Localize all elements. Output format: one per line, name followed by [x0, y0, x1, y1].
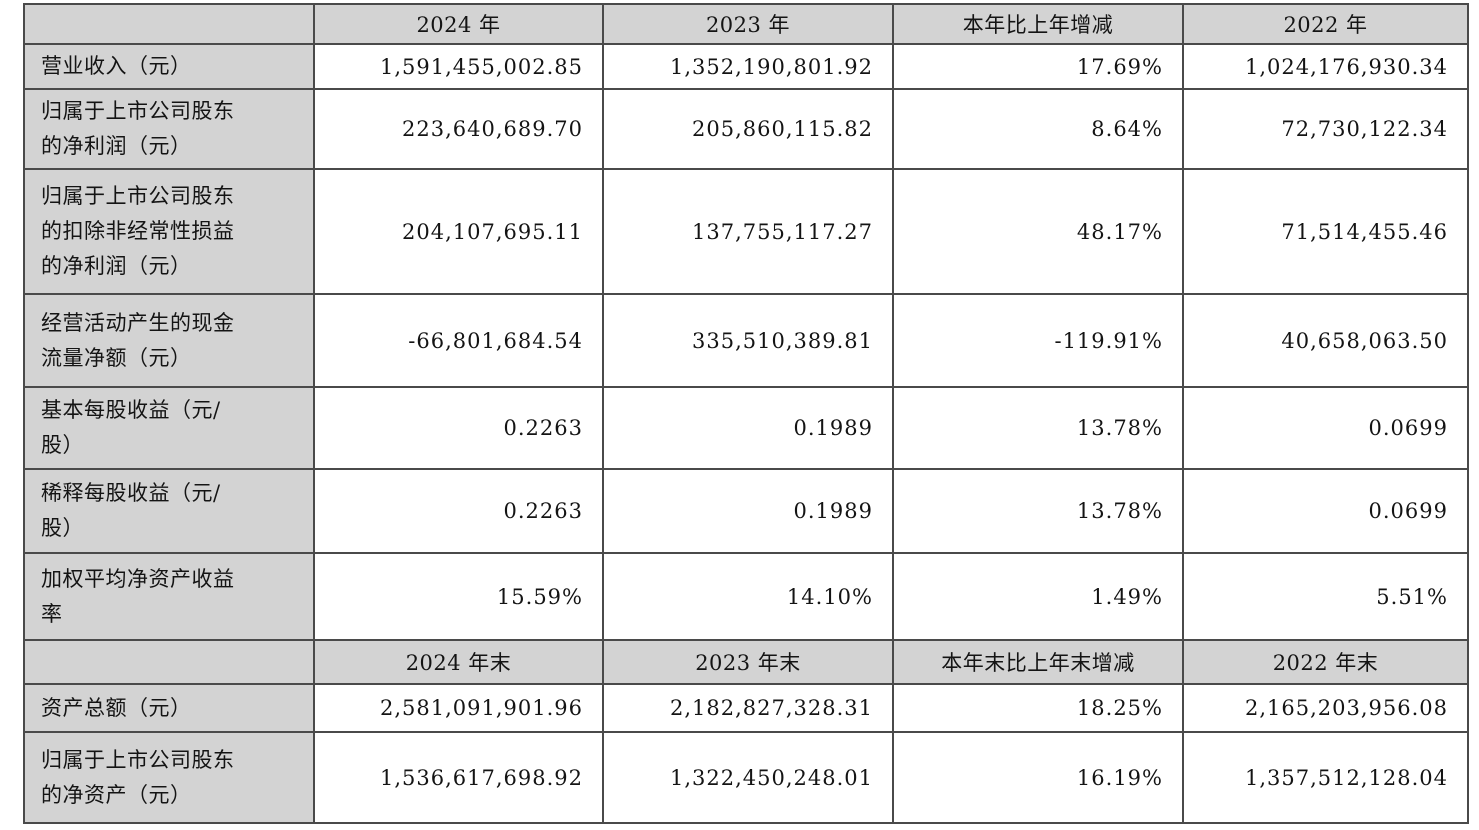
value-2022-cell: 1,024,176,930.34: [1182, 43, 1469, 90]
metric-label-cell: 经营活动产生的现金 流量净额（元）: [23, 293, 315, 388]
metric-row-diluted-eps: 稀释每股收益（元/ 股） 0.2263 0.1989 13.78% 0.0699: [23, 468, 1469, 554]
value-2024-cell: 15.59%: [313, 552, 604, 641]
annual-header-row: 2024 年 2023 年 本年比上年增减 2022 年: [23, 3, 1469, 45]
metric-row-net-profit: 归属于上市公司股东 的净利润（元） 223,640,689.70 205,860…: [23, 88, 1469, 170]
metric-row-operating-cash-flow: 经营活动产生的现金 流量净额（元） -66,801,684.54 335,510…: [23, 293, 1469, 388]
value-2023-cell: 0.1989: [602, 468, 894, 554]
value-2022-cell: 0.0699: [1182, 468, 1469, 554]
value-2024-cell: 204,107,695.11: [313, 168, 604, 295]
value-2024-cell: 2,581,091,901.96: [313, 683, 604, 733]
financial-indicators-table: 2024 年 2023 年 本年比上年增减 2022 年 营业收入（元） 1,5…: [23, 3, 1469, 824]
annual-header-change: 本年比上年增减: [892, 3, 1184, 45]
value-2022-cell: 0.0699: [1182, 386, 1469, 470]
change-cell: 8.64%: [892, 88, 1184, 170]
change-cell: 1.49%: [892, 552, 1184, 641]
change-cell: 17.69%: [892, 43, 1184, 90]
value-2023-cell: 0.1989: [602, 386, 894, 470]
yearend-header-row: 2024 年末 2023 年末 本年末比上年末增减 2022 年末: [23, 639, 1469, 685]
metric-row-weighted-avg-roe: 加权平均净资产收益 率 15.59% 14.10% 1.49% 5.51%: [23, 552, 1469, 641]
value-2024-cell: -66,801,684.54: [313, 293, 604, 388]
change-cell: 13.78%: [892, 468, 1184, 554]
value-2022-cell: 2,165,203,956.08: [1182, 683, 1469, 733]
metric-row-operating-revenue: 营业收入（元） 1,591,455,002.85 1,352,190,801.9…: [23, 43, 1469, 90]
change-cell: -119.91%: [892, 293, 1184, 388]
value-2022-cell: 40,658,063.50: [1182, 293, 1469, 388]
value-2023-cell: 1,322,450,248.01: [602, 731, 894, 824]
metric-label-cell: 归属于上市公司股东 的净利润（元）: [23, 88, 315, 170]
value-2023-cell: 137,755,117.27: [602, 168, 894, 295]
value-2022-cell: 1,357,512,128.04: [1182, 731, 1469, 824]
blank-corner-cell: [23, 3, 315, 45]
metric-label-cell: 基本每股收益（元/ 股）: [23, 386, 315, 470]
annual-header-2022: 2022 年: [1182, 3, 1469, 45]
value-2022-cell: 72,730,122.34: [1182, 88, 1469, 170]
metric-label-cell: 归属于上市公司股东 的扣除非经常性损益 的净利润（元）: [23, 168, 315, 295]
metric-label-cell: 资产总额（元）: [23, 683, 315, 733]
change-cell: 16.19%: [892, 731, 1184, 824]
value-2024-cell: 0.2263: [313, 468, 604, 554]
value-2023-cell: 205,860,115.82: [602, 88, 894, 170]
value-2024-cell: 223,640,689.70: [313, 88, 604, 170]
blank-corner-cell: [23, 639, 315, 685]
change-cell: 18.25%: [892, 683, 1184, 733]
metric-label-cell: 营业收入（元）: [23, 43, 315, 90]
value-2024-cell: 1,536,617,698.92: [313, 731, 604, 824]
value-2024-cell: 0.2263: [313, 386, 604, 470]
change-cell: 13.78%: [892, 386, 1184, 470]
metric-row-total-assets: 资产总额（元） 2,581,091,901.96 2,182,827,328.3…: [23, 683, 1469, 733]
metric-row-basic-eps: 基本每股收益（元/ 股） 0.2263 0.1989 13.78% 0.0699: [23, 386, 1469, 470]
value-2024-cell: 1,591,455,002.85: [313, 43, 604, 90]
annual-header-2023: 2023 年: [602, 3, 894, 45]
yearend-header-2023: 2023 年末: [602, 639, 894, 685]
metric-row-net-assets: 归属于上市公司股东 的净资产（元） 1,536,617,698.92 1,322…: [23, 731, 1469, 824]
value-2022-cell: 71,514,455.46: [1182, 168, 1469, 295]
metric-label-cell: 归属于上市公司股东 的净资产（元）: [23, 731, 315, 824]
value-2023-cell: 335,510,389.81: [602, 293, 894, 388]
value-2022-cell: 5.51%: [1182, 552, 1469, 641]
metric-label-cell: 稀释每股收益（元/ 股）: [23, 468, 315, 554]
change-cell: 48.17%: [892, 168, 1184, 295]
value-2023-cell: 2,182,827,328.31: [602, 683, 894, 733]
yearend-header-change: 本年末比上年末增减: [892, 639, 1184, 685]
value-2023-cell: 14.10%: [602, 552, 894, 641]
metric-label-cell: 加权平均净资产收益 率: [23, 552, 315, 641]
yearend-header-2022: 2022 年末: [1182, 639, 1469, 685]
yearend-header-2024: 2024 年末: [313, 639, 604, 685]
value-2023-cell: 1,352,190,801.92: [602, 43, 894, 90]
annual-header-2024: 2024 年: [313, 3, 604, 45]
metric-row-deducted-net-profit: 归属于上市公司股东 的扣除非经常性损益 的净利润（元） 204,107,695.…: [23, 168, 1469, 295]
